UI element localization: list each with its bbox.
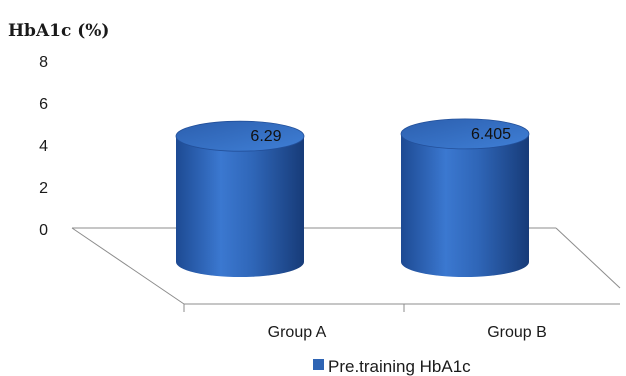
bar-top: [400, 118, 530, 150]
y-tick-label: 2: [39, 180, 48, 197]
legend: Pre.training HbA1c: [313, 357, 471, 376]
bar-body: [401, 133, 529, 277]
category-label: Group B: [487, 324, 547, 341]
y-tick-label: 6: [39, 96, 48, 113]
bar-body: [176, 136, 304, 277]
y-tick-labels: 0 2 4 6 8: [39, 54, 48, 239]
plot-floor: [71, 227, 621, 312]
y-axis-title: HbA1c (%): [8, 21, 109, 41]
bar-1: [175, 120, 305, 277]
y-tick-label: 8: [39, 54, 48, 71]
bars: 6.29 6.405: [175, 118, 530, 277]
y-tick-label: 4: [39, 138, 48, 155]
legend-label: Pre.training HbA1c: [328, 357, 471, 376]
y-tick-label: 0: [39, 222, 48, 239]
floor-right-edge: [555, 227, 621, 289]
bar-2: [400, 118, 530, 277]
category-labels: Group A Group B: [268, 324, 547, 341]
data-label: 6.29: [250, 128, 281, 145]
floor-left-edge: [71, 227, 185, 305]
category-label: Group A: [268, 324, 327, 341]
bar-top: [175, 120, 305, 152]
data-label: 6.405: [471, 126, 511, 143]
legend-swatch: [313, 359, 324, 370]
